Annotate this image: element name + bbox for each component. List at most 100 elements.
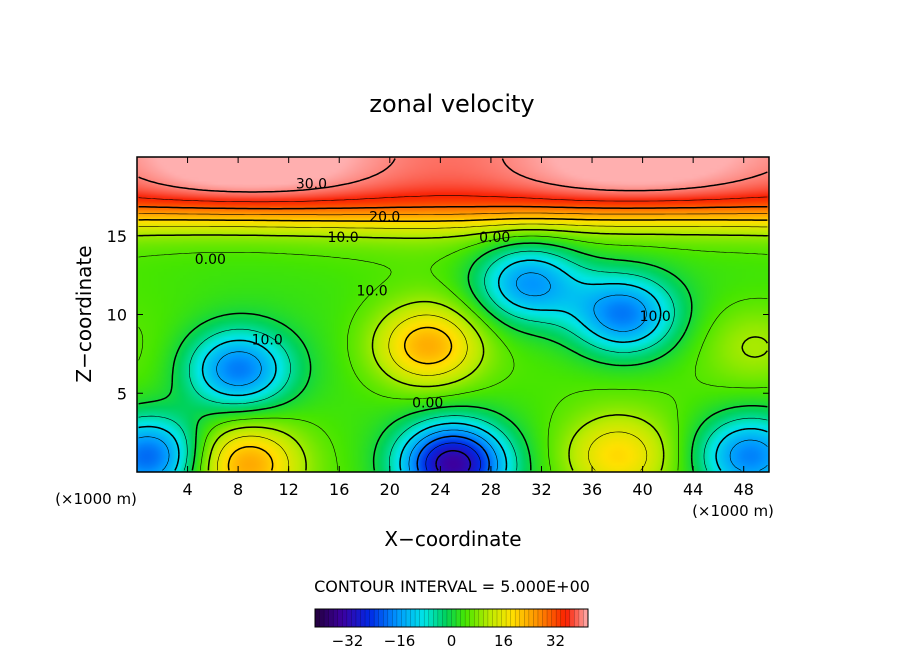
x-tick-label: 28 bbox=[481, 480, 501, 499]
contour-label: 30.0 bbox=[296, 177, 327, 193]
colorbar-cell bbox=[446, 609, 452, 627]
colorbar-cell bbox=[478, 609, 484, 627]
colorbar-cell bbox=[465, 609, 471, 627]
colorbar-cell bbox=[569, 609, 575, 627]
colorbar-cell bbox=[537, 609, 543, 627]
colorbar: −32 −16 0 16 32 bbox=[314, 608, 589, 650]
x-tick-label: 24 bbox=[430, 480, 450, 499]
colorbar-cell bbox=[333, 609, 339, 627]
x-tick-label: 8 bbox=[233, 480, 243, 499]
colorbar-cell bbox=[410, 609, 416, 627]
colorbar-cell bbox=[419, 609, 425, 627]
x-tick-label: 32 bbox=[531, 480, 551, 499]
colorbar-tick-label: 16 bbox=[494, 632, 513, 650]
contour-label: 10.0 bbox=[327, 230, 358, 246]
colorbar-cell bbox=[524, 609, 530, 627]
contour-label: 0.00 bbox=[195, 252, 226, 268]
colorbar-cell bbox=[437, 609, 443, 627]
colorbar-cell bbox=[551, 609, 557, 627]
colorbar-cell bbox=[528, 609, 534, 627]
colorbar-cell bbox=[556, 609, 562, 627]
x-unit-right: (×1000 m) bbox=[692, 502, 774, 520]
colorbar-tick-label: 32 bbox=[546, 632, 565, 650]
contour-label: 10.0 bbox=[252, 332, 283, 348]
colorbar-cell bbox=[469, 609, 475, 627]
colorbar-cell bbox=[396, 609, 402, 627]
y-tick-label: 5 bbox=[117, 384, 127, 403]
contour-level--10 bbox=[138, 259, 768, 471]
contour-level-25 bbox=[138, 212, 768, 216]
x-tick-label: 16 bbox=[329, 480, 349, 499]
colorbar-cell bbox=[369, 609, 375, 627]
colorbar-frame bbox=[314, 608, 589, 628]
contour-level--30 bbox=[435, 450, 472, 471]
colorbar-tick-label: −16 bbox=[384, 632, 416, 650]
plot-area: 30.0 20.0 10.0 0.00 0.00 10.0 10.0 10.0 0.00 bbox=[136, 156, 770, 473]
colorbar-cell bbox=[460, 609, 466, 627]
colorbar-cell bbox=[542, 609, 548, 627]
colorbar-cell bbox=[355, 609, 361, 627]
y-axis-ticks: 5 10 15 bbox=[107, 227, 769, 403]
y-axis-label: Z−coordinate bbox=[72, 245, 96, 382]
colorbar-cell bbox=[346, 609, 352, 627]
contour-level-10 bbox=[138, 228, 769, 471]
contour-level-5 bbox=[138, 235, 768, 471]
colorbar-cell bbox=[324, 609, 330, 627]
colorbar-cells bbox=[314, 609, 589, 627]
x-tick-label: 40 bbox=[632, 480, 652, 499]
colorbar-cell bbox=[387, 609, 393, 627]
colorbar-cell bbox=[565, 609, 571, 627]
x-tick-label: 36 bbox=[582, 480, 602, 499]
colorbar-cell bbox=[374, 609, 380, 627]
colorbar-cell bbox=[442, 609, 448, 627]
colorbar-cell bbox=[378, 609, 384, 627]
contour-level-20 bbox=[138, 217, 768, 471]
contour-level-40 bbox=[138, 158, 768, 193]
contour-level--15 bbox=[138, 272, 768, 471]
contour-level--25 bbox=[425, 442, 481, 471]
colorbar-cell bbox=[351, 609, 357, 627]
colorbar-cell bbox=[487, 609, 493, 627]
colorbar-cell bbox=[547, 609, 552, 627]
contour-level-35 bbox=[138, 195, 768, 203]
colorbar-tick-label: −32 bbox=[332, 632, 364, 650]
colorbar-cell bbox=[515, 609, 521, 627]
colorbar-cell bbox=[578, 609, 584, 627]
y-tick-label: 15 bbox=[107, 227, 127, 246]
colorbar-cell bbox=[501, 609, 507, 627]
colorbar-tick-label: 0 bbox=[447, 632, 457, 650]
colorbar-cell bbox=[383, 609, 389, 627]
colorbar-cell bbox=[583, 609, 589, 627]
contour-level-0 bbox=[138, 242, 768, 471]
colorbar-cell bbox=[510, 609, 516, 627]
contour-interval: CONTOUR INTERVAL = 5.000E+00 bbox=[314, 577, 590, 596]
colorbar-cell bbox=[533, 609, 539, 627]
colorbar-cell bbox=[319, 609, 325, 627]
colorbar-cell bbox=[474, 609, 480, 627]
contour-level--20 bbox=[416, 435, 490, 471]
colorbar-cell bbox=[315, 609, 320, 627]
colorbar-cell bbox=[401, 609, 407, 627]
colorbar-ticks: −32 −16 0 16 32 bbox=[332, 632, 565, 650]
colorbar-cell bbox=[506, 609, 512, 627]
colorbar-cell bbox=[342, 609, 348, 627]
colorbar-cell bbox=[428, 609, 434, 627]
colorbar-cell bbox=[337, 609, 343, 627]
x-tick-label: 20 bbox=[380, 480, 400, 499]
contour-level--5 bbox=[138, 250, 768, 471]
contour-label: 20.0 bbox=[369, 210, 400, 226]
y-tick-label: 10 bbox=[107, 306, 127, 325]
contour-label: 10.0 bbox=[640, 309, 671, 325]
colorbar-cell bbox=[365, 609, 370, 627]
colorbar-cell bbox=[433, 609, 439, 627]
colorbar-cell bbox=[560, 609, 566, 627]
x-tick-label: 44 bbox=[683, 480, 703, 499]
x-tick-label: 48 bbox=[734, 480, 754, 499]
chart-title: zonal velocity bbox=[369, 90, 534, 118]
colorbar-cell bbox=[424, 609, 430, 627]
colorbar-cell bbox=[574, 609, 580, 627]
x-tick-label: 12 bbox=[279, 480, 299, 499]
contour-lines bbox=[138, 158, 769, 471]
colorbar-cell bbox=[360, 609, 366, 627]
